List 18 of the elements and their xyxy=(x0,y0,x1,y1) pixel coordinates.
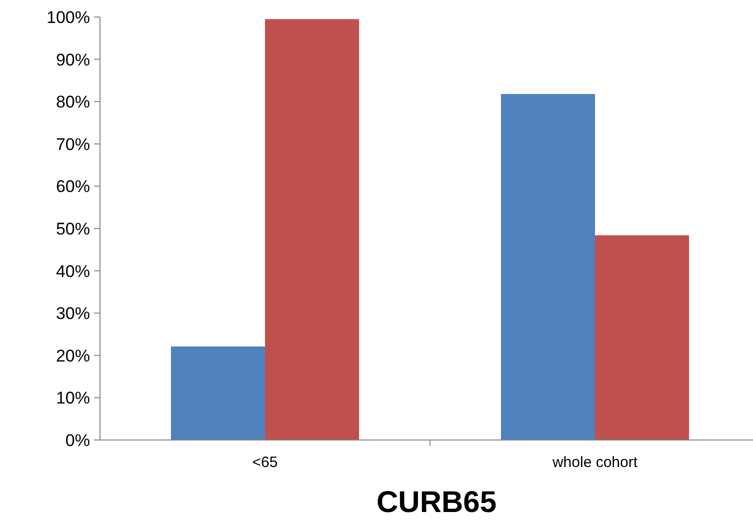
y-tick-label: 0% xyxy=(65,430,90,450)
y-tick-label: 10% xyxy=(56,388,90,408)
y-tick-label: 70% xyxy=(56,134,90,154)
y-tick-label: 50% xyxy=(56,219,90,238)
y-tick-label: 20% xyxy=(56,346,90,366)
bar xyxy=(170,346,265,440)
y-tick-label: 80% xyxy=(56,92,90,112)
y-tick-label: 30% xyxy=(56,304,90,324)
y-tick-label: 40% xyxy=(56,262,90,281)
bar xyxy=(265,19,360,440)
y-tick-label: 100% xyxy=(46,8,90,27)
x-axis-title: CURB65 xyxy=(376,486,497,519)
x-tick-label: whole cohort xyxy=(551,454,638,471)
x-tick-label: <65 xyxy=(252,454,278,471)
y-tick-label: 60% xyxy=(56,177,90,196)
y-tick-label: 90% xyxy=(56,50,90,70)
bar xyxy=(595,235,690,440)
bar xyxy=(500,94,595,440)
